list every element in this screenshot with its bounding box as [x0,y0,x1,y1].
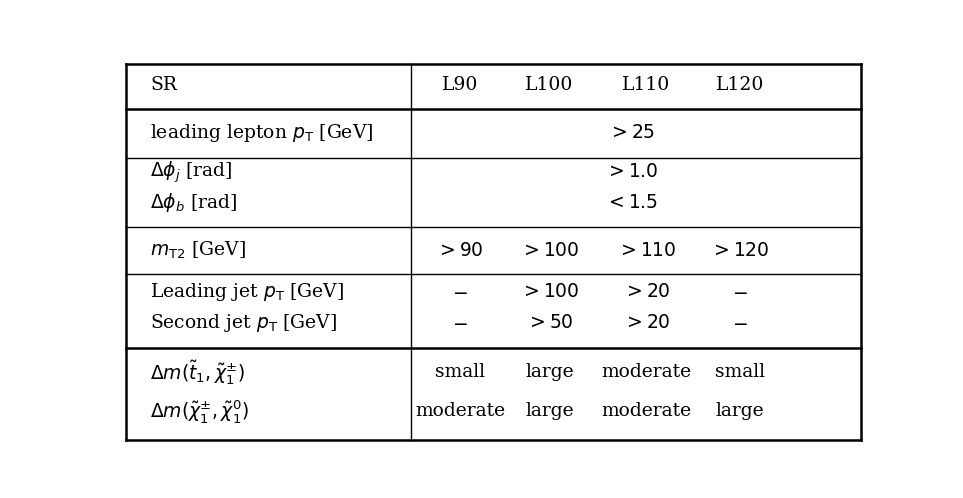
Text: $> 1.0$: $> 1.0$ [605,163,659,181]
Text: small: small [435,363,485,381]
Text: $-$: $-$ [452,314,468,332]
Text: $-$: $-$ [452,283,468,301]
Text: $\Delta\phi_j$ [rad]: $\Delta\phi_j$ [rad] [150,160,233,185]
Text: $> 100$: $> 100$ [520,242,580,260]
Text: large: large [716,402,764,420]
Text: $> 120$: $> 120$ [710,242,769,260]
Text: $\Delta m(\tilde{t}_1, \tilde{\chi}_1^{\pm})$: $\Delta m(\tilde{t}_1, \tilde{\chi}_1^{\… [150,358,246,386]
Text: small: small [715,363,765,381]
Text: $\Delta\phi_b$ [rad]: $\Delta\phi_b$ [rad] [150,191,238,214]
Text: $m_{\mathrm{T2}}$ [GeV]: $m_{\mathrm{T2}}$ [GeV] [150,240,247,261]
Text: $> 90$: $> 90$ [436,242,483,260]
Text: SR: SR [150,77,177,95]
Text: moderate: moderate [602,402,691,420]
Text: $> 20$: $> 20$ [623,283,670,301]
Text: L90: L90 [442,77,479,95]
Text: leading lepton $p_{\mathrm{T}}$ [GeV]: leading lepton $p_{\mathrm{T}}$ [GeV] [150,123,374,144]
Text: large: large [525,402,574,420]
Text: L110: L110 [622,77,670,95]
Text: $> 110$: $> 110$ [616,242,676,260]
Text: $< 1.5$: $< 1.5$ [605,194,658,212]
Text: Second jet $p_{\mathrm{T}}$ [GeV]: Second jet $p_{\mathrm{T}}$ [GeV] [150,312,337,334]
Text: $-$: $-$ [732,283,747,301]
Text: L120: L120 [716,77,764,95]
Text: $-$: $-$ [732,314,747,332]
Text: $> 25$: $> 25$ [608,124,655,142]
Text: $> 100$: $> 100$ [520,283,580,301]
Text: Leading jet $p_{\mathrm{T}}$ [GeV]: Leading jet $p_{\mathrm{T}}$ [GeV] [150,281,345,303]
Text: moderate: moderate [602,363,691,381]
Text: moderate: moderate [415,402,505,420]
Text: $> 50$: $> 50$ [526,314,573,332]
Text: $\Delta m(\tilde{\chi}_1^{\pm}, \tilde{\chi}_1^{0})$: $\Delta m(\tilde{\chi}_1^{\pm}, \tilde{\… [150,398,248,425]
Text: $> 20$: $> 20$ [623,314,670,332]
Text: L100: L100 [526,77,574,95]
Text: large: large [525,363,574,381]
